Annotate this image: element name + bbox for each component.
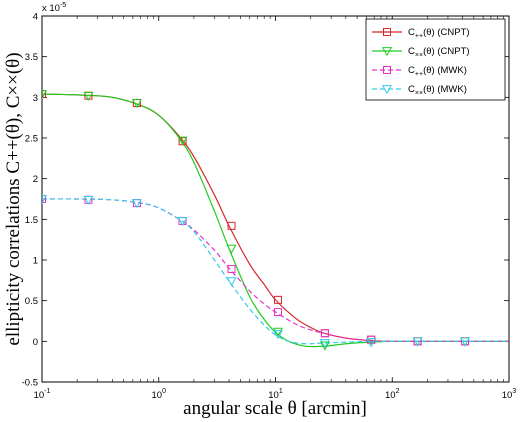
data-point	[131, 199, 142, 209]
data-point	[131, 99, 142, 109]
data-point	[42, 195, 48, 205]
data-point	[226, 277, 237, 287]
x-axis-label: angular scale θ [arcmin]	[183, 398, 367, 419]
y-tick-label-7: 3	[33, 93, 38, 104]
legend-marker	[381, 47, 393, 57]
series-3	[42, 198, 509, 345]
legend-marker	[383, 28, 391, 36]
series-markers-3	[42, 195, 471, 349]
data-point	[319, 341, 330, 351]
x-tick-label-2: 101	[268, 388, 283, 401]
y-tick-label-4: 1.5	[25, 215, 38, 226]
x-tick-label-4: 103	[502, 388, 517, 401]
data-point	[273, 308, 282, 317]
legend-label: C++(θ) (CNPT)	[408, 27, 470, 40]
series-line-3	[42, 198, 509, 345]
x-tick-label-1: 100	[152, 388, 167, 401]
legend-item-1: C××(θ) (CNPT)	[372, 46, 470, 59]
y-tick-label-9: 4	[33, 12, 38, 23]
series-layer	[42, 90, 509, 351]
y-tick-labels: -0.5 0 0.5 1 1.5 2 2.5 3 3.5 4	[22, 12, 38, 389]
y-scale-factor: x 10-5	[42, 2, 66, 14]
data-point	[273, 295, 282, 304]
data-point	[42, 90, 46, 99]
legend: C++(θ) (CNPT) C××(θ) (CNPT) C++(θ) (MWK) C×…	[365, 18, 506, 101]
y-axis-label: ellipticity correlations C++(θ), C××(θ)	[3, 52, 24, 345]
y-tick-label-6: 2.5	[25, 134, 38, 145]
data-point	[459, 337, 471, 347]
x-tick-label-0: 10-1	[34, 388, 51, 401]
data-point	[366, 338, 377, 348]
legend-marker	[383, 66, 391, 74]
data-point	[42, 90, 48, 100]
data-point	[227, 264, 236, 273]
data-point	[272, 327, 284, 337]
data-point	[227, 221, 236, 230]
legend-label: C××(θ) (CNPT)	[408, 46, 470, 59]
x-tick-label-3: 102	[385, 388, 400, 401]
legend-label: C××(θ) (MWK)	[408, 84, 467, 97]
data-point	[272, 330, 284, 340]
legend-marker	[381, 85, 393, 95]
data-point	[319, 339, 330, 349]
data-point	[83, 195, 94, 206]
legend-item-2: C++(θ) (MWK)	[372, 65, 467, 78]
legend-item-3: C××(θ) (MWK)	[372, 84, 467, 97]
y-tick-label-0: -0.5	[22, 378, 38, 389]
x-tick-labels: 10-1 100 101 102 103	[34, 388, 517, 401]
y-tick-label-5: 2	[33, 174, 38, 185]
data-point	[226, 244, 237, 254]
legend-item-0: C++(θ) (CNPT)	[372, 27, 470, 40]
legend-label: C++(θ) (MWK)	[408, 65, 467, 78]
data-point	[42, 195, 46, 203]
data-point	[83, 91, 94, 101]
y-tick-label-3: 1	[33, 256, 38, 267]
data-point	[412, 337, 423, 347]
data-point	[177, 136, 188, 146]
data-point	[177, 217, 188, 227]
y-tick-label-1: 0	[33, 337, 38, 348]
y-tick-label-8: 3.5	[25, 52, 38, 63]
y-tick-label-2: 0.5	[25, 296, 38, 307]
data-point	[320, 329, 329, 338]
